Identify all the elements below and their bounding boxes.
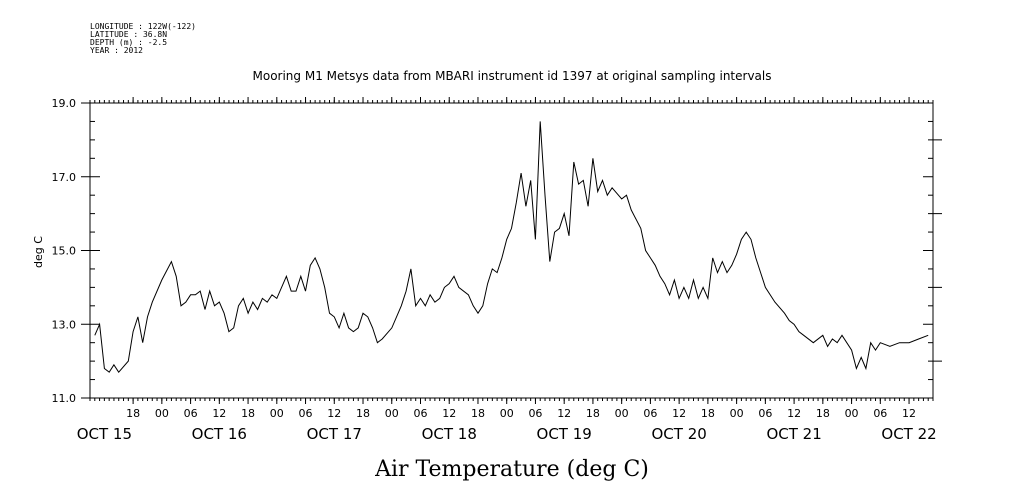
x-hour-label: 00 (615, 407, 629, 420)
x-date-label: OCT 22 (881, 425, 936, 443)
x-hour-label: 06 (758, 407, 772, 420)
x-hour-label: 12 (327, 407, 341, 420)
header-line: LATITUDE : 36.8N (90, 30, 167, 39)
series-line-air-temperature (94, 121, 929, 374)
x-hour-label: 12 (787, 407, 801, 420)
x-hour-label: 12 (212, 407, 226, 420)
y-axis-label: deg C (32, 236, 45, 268)
x-date-label: OCT 16 (192, 425, 247, 443)
x-hour-label: 18 (701, 407, 715, 420)
x-hour-label: 06 (873, 407, 887, 420)
header-line: DEPTH (m) : -2.5 (90, 38, 167, 47)
x-hour-label: 12 (672, 407, 686, 420)
x-hour-label: 18 (356, 407, 370, 420)
header-line: YEAR : 2012 (90, 46, 143, 55)
x-hour-label: 12 (902, 407, 916, 420)
x-hour-label: 18 (816, 407, 830, 420)
x-hour-label: 06 (413, 407, 427, 420)
y-axis: 11.0 13.0 15.0 17.0 19.0 (52, 97, 942, 405)
y-tick-label: 19.0 (52, 97, 77, 110)
x-date-label: OCT 19 (537, 425, 592, 443)
x-date-label: OCT 18 (422, 425, 477, 443)
x-hour-label: 18 (471, 407, 485, 420)
x-hour-label: 00 (500, 407, 514, 420)
header-line: LONGITUDE : 122W(-122) (90, 22, 196, 31)
x-axis: 18 00 06 12 18 00 06 12 18 00 06 12 18 00 06 12 18 00 06 12… (77, 97, 937, 443)
x-axis-label: Air Temperature (deg C) (374, 457, 649, 482)
plot-frame (89, 102, 934, 399)
x-hour-label: 00 (730, 407, 744, 420)
x-hour-label: 18 (586, 407, 600, 420)
y-tick-label: 13.0 (52, 318, 77, 331)
y-tick-label: 11.0 (52, 392, 77, 405)
x-date-label: OCT 21 (766, 425, 821, 443)
chart-title: Mooring M1 Metsys data from MBARI instru… (253, 69, 772, 83)
y-tick-label: 17.0 (52, 171, 77, 184)
x-hour-label: 06 (643, 407, 657, 420)
x-hour-label: 06 (528, 407, 542, 420)
header-meta: LONGITUDE : 122W(-122)LATITUDE : 36.8NDE… (90, 22, 196, 55)
x-date-label: OCT 15 (77, 425, 132, 443)
x-hour-label: 18 (126, 407, 140, 420)
x-hour-label: 00 (270, 407, 284, 420)
x-hour-label: 12 (557, 407, 571, 420)
x-date-label: OCT 20 (651, 425, 706, 443)
x-hour-label: 06 (184, 407, 198, 420)
x-hour-label: 06 (299, 407, 313, 420)
x-hour-label: 00 (385, 407, 399, 420)
x-date-label: OCT 17 (307, 425, 362, 443)
plot-border (89, 102, 934, 399)
x-hour-label: 12 (442, 407, 456, 420)
x-hour-label: 00 (155, 407, 169, 420)
x-hour-label: 00 (845, 407, 859, 420)
y-tick-label: 15.0 (52, 245, 77, 258)
x-hour-label: 18 (241, 407, 255, 420)
